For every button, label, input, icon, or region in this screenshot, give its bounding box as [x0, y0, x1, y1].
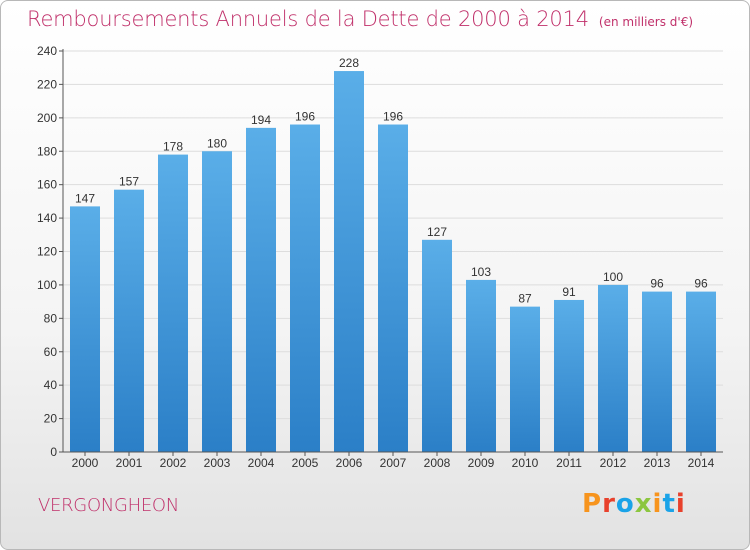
bar-2007 — [378, 124, 408, 453]
data-label: 194 — [251, 113, 271, 127]
bar-2005 — [290, 124, 320, 453]
bar-2010 — [510, 306, 540, 452]
bar-2009 — [466, 279, 496, 452]
x-tick-label: 2013 — [644, 456, 671, 470]
x-tick-label: 2007 — [380, 456, 407, 470]
x-tick-label: 2009 — [468, 456, 495, 470]
bar-2002 — [158, 154, 188, 452]
bar-2011 — [554, 299, 584, 452]
bar-2013 — [642, 291, 672, 452]
x-tick-label: 2002 — [160, 456, 187, 470]
y-tick-label: 160 — [37, 178, 57, 192]
data-label: 103 — [471, 265, 491, 279]
x-tick-label: 2000 — [72, 456, 99, 470]
data-label: 100 — [603, 270, 623, 284]
x-tick-label: 2004 — [248, 456, 275, 470]
bar-2008 — [422, 239, 452, 452]
data-label: 96 — [694, 277, 708, 291]
y-tick-label: 240 — [37, 44, 57, 58]
data-label: 147 — [75, 191, 95, 205]
x-tick-label: 2010 — [512, 456, 539, 470]
chart-title: Remboursements Annuels de la Dette de 20… — [27, 7, 589, 31]
y-tick-label: 60 — [44, 345, 58, 359]
x-tick-label: 2014 — [688, 456, 715, 470]
x-tick-label: 2011 — [556, 456, 582, 470]
y-tick-label: 0 — [50, 445, 57, 459]
x-tick-label: 2003 — [204, 456, 231, 470]
data-label: 180 — [207, 136, 227, 150]
y-tick-label: 140 — [37, 211, 57, 225]
data-label: 178 — [163, 140, 183, 154]
data-label: 91 — [562, 285, 576, 299]
y-tick-label: 120 — [37, 245, 57, 259]
y-tick-label: 20 — [44, 412, 58, 426]
x-tick-label: 2008 — [424, 456, 451, 470]
data-label: 87 — [518, 292, 532, 306]
y-tick-label: 100 — [37, 278, 57, 292]
data-label: 228 — [339, 56, 359, 70]
bar-2014 — [686, 291, 716, 452]
data-label: 196 — [383, 110, 403, 124]
x-tick-label: 2012 — [600, 456, 627, 470]
x-tick-label: 2006 — [336, 456, 363, 470]
bar-2001 — [114, 189, 144, 452]
commune-name: VERGONGHEON — [38, 495, 179, 516]
data-label: 127 — [427, 225, 447, 239]
bar-2004 — [246, 127, 276, 452]
bar-2000 — [70, 206, 100, 452]
x-tick-label: 2005 — [292, 456, 319, 470]
brand-logo: Proxiti — [582, 489, 686, 519]
y-tick-label: 220 — [37, 77, 57, 91]
title-line: Remboursements Annuels de la Dette de 20… — [27, 7, 693, 31]
bar-2012 — [598, 284, 628, 452]
y-tick-label: 40 — [44, 378, 58, 392]
data-label: 96 — [650, 277, 664, 291]
chart-unit: (en milliers d'€) — [598, 15, 694, 29]
data-label: 157 — [119, 175, 139, 189]
y-tick-label: 180 — [37, 144, 57, 158]
bar-2006 — [334, 71, 364, 453]
y-tick-label: 200 — [37, 111, 57, 125]
data-label: 196 — [295, 110, 315, 124]
x-tick-label: 2001 — [116, 456, 143, 470]
y-tick-label: 80 — [44, 311, 58, 325]
bar-2003 — [202, 151, 232, 452]
